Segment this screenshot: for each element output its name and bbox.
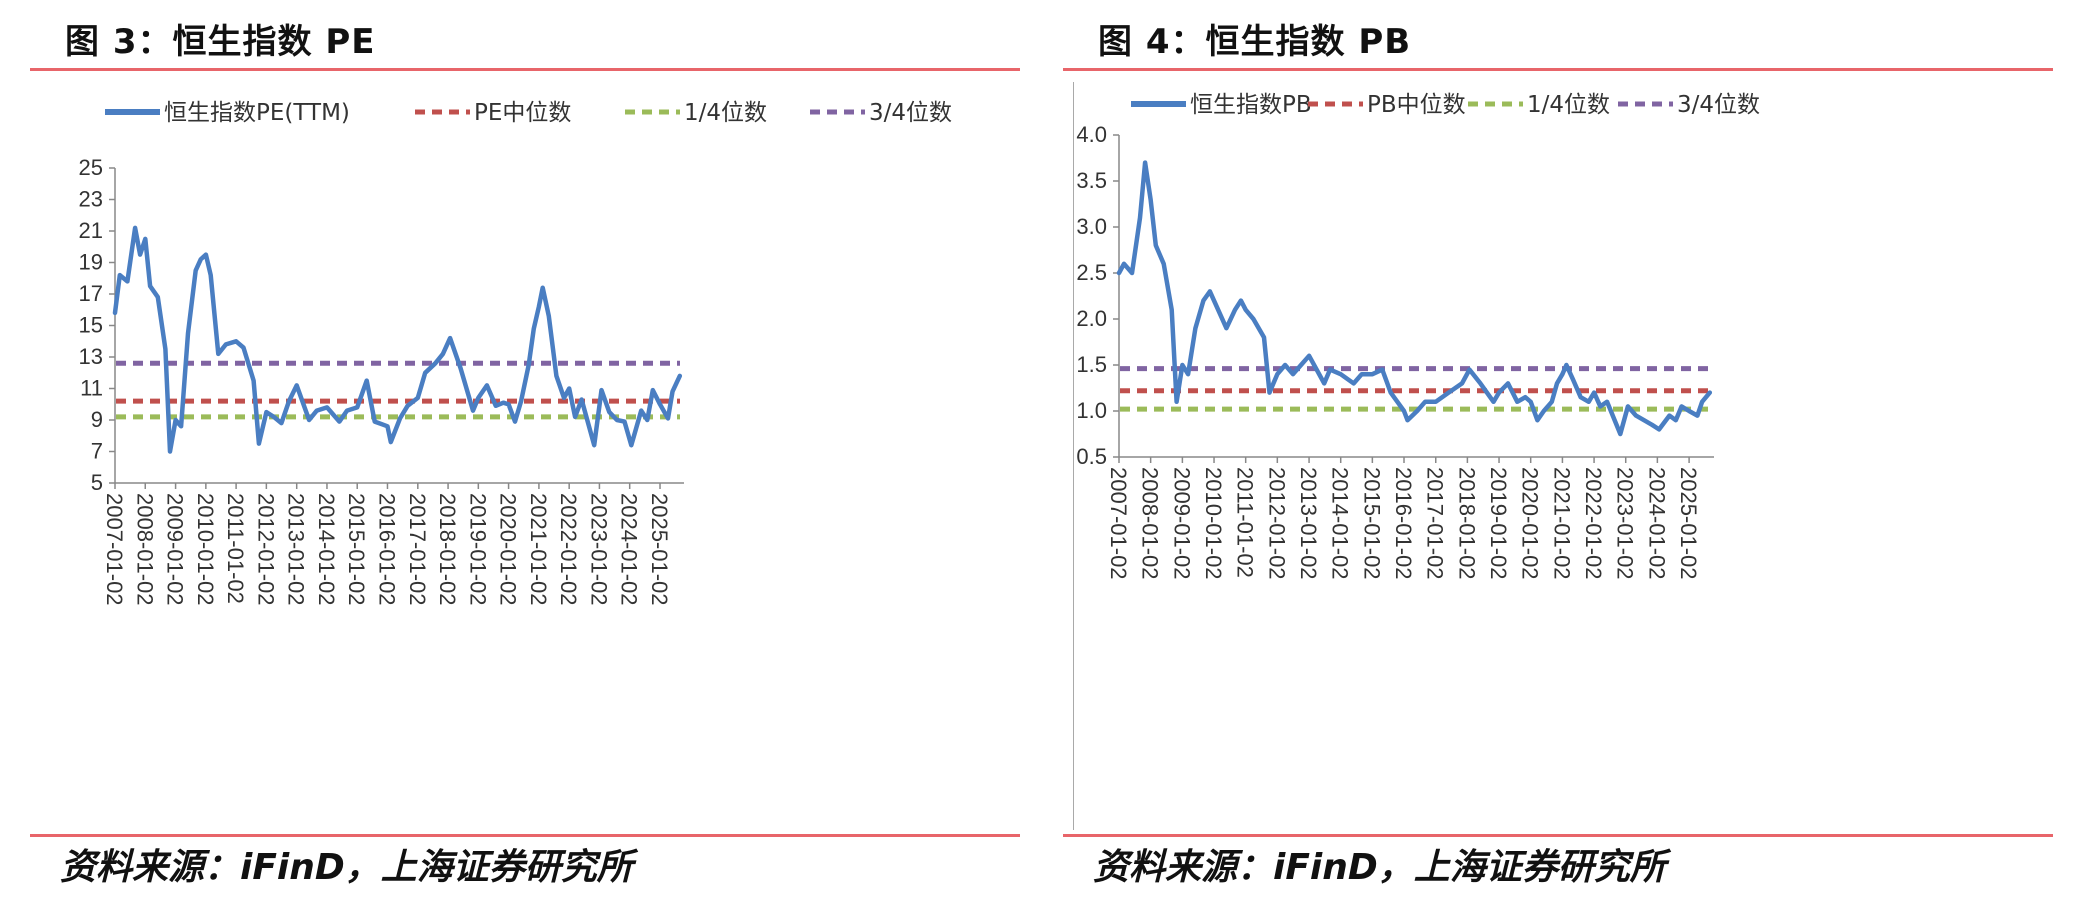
title-rule [1063,68,2053,71]
x-tick-label: 2023-01-02 [1613,467,1638,580]
x-tick-label: 2020-01-02 [496,493,521,606]
x-tick-label: 2013-01-02 [1296,467,1321,580]
x-tick-label: 2017-01-02 [1423,467,1448,580]
legend-item: 3/4位数 [1618,92,1760,118]
x-tick-label: 2017-01-02 [405,493,430,606]
x-tick-label: 2015-01-02 [1359,467,1384,580]
legend-item: 3/4位数 [810,100,952,126]
y-tick-label: 0.5 [1076,444,1107,469]
panel-border [1073,82,1074,830]
x-tick-label: 2021-01-02 [1549,467,1574,580]
legend-label: 1/4位数 [684,100,767,126]
y-tick-label: 25 [79,155,103,180]
x-tick-label: 2023-01-02 [586,493,611,606]
x-tick-label: 2007-01-02 [102,493,127,606]
x-tick-label: 2018-01-02 [435,493,460,606]
legend-item: PE中位数 [415,100,571,126]
x-tick-label: 2011-01-02 [1233,467,1258,578]
x-tick-label: 2010-01-02 [1201,467,1226,580]
x-tick-label: 2016-01-02 [374,493,399,606]
x-tick-label: 2009-01-02 [1169,467,1194,580]
legend-label: 恒生指数PE(TTM) [164,100,350,126]
x-tick-label: 2011-01-02 [223,493,248,604]
x-tick-label: 2014-01-02 [314,493,339,606]
x-tick-label: 2025-01-02 [1676,467,1701,580]
y-tick-label: 23 [79,187,103,212]
x-tick-label: 2019-01-02 [465,493,490,606]
source-note: 资料来源：iFinD，上海证券研究所 [60,847,633,888]
legend-item: 1/4位数 [1468,92,1610,118]
x-tick-label: 2020-01-02 [1518,467,1543,580]
y-tick-label: 19 [79,250,103,275]
y-tick-label: 13 [79,344,103,369]
series-line [112,225,683,454]
legend-label: 恒生指数PB [1190,92,1312,118]
x-tick-label: 2019-01-02 [1486,467,1511,580]
legend-item: PB中位数 [1308,92,1466,118]
y-tick-label: 7 [91,439,103,464]
figure-pe: 图 3：恒生指数 PE 恒生指数PE(TTM) PE中位数 1/4位数 3/4位数 5 7… [30,0,1020,900]
pe-chart: 恒生指数PE(TTM) PE中位数 1/4位数 3/4位数 5 7 9 11 13 15 17 19 2… [79,100,953,606]
x-tick-label: 2008-01-02 [132,493,157,606]
figure-title: 图 4：恒生指数 PB [1098,22,1412,62]
x-tick-label: 2008-01-02 [1138,467,1163,580]
y-tick-label: 1.0 [1076,398,1107,423]
x-tick-label: 2024-01-02 [617,493,642,606]
y-tick-label: 2.5 [1076,260,1107,285]
series-line [1116,160,1713,437]
legend-label: 1/4位数 [1527,92,1610,118]
figure-title: 图 3：恒生指数 PE [65,22,376,62]
legend-item: 恒生指数PB [1131,92,1312,118]
title-rule [30,68,1020,71]
source-rule [1063,834,2053,837]
y-tick-label: 1.5 [1076,352,1107,377]
figure-pb: 图 4：恒生指数 PB 恒生指数PB PB中位数 1/4位数 3/4位数 0.5 1.0 1… [1063,0,2053,900]
legend-label: PE中位数 [474,100,571,126]
x-tick-label: 2024-01-02 [1644,467,1669,580]
y-tick-label: 17 [79,281,103,306]
x-tick-label: 2025-01-02 [647,493,672,606]
x-tick-label: 2015-01-02 [344,493,369,606]
y-tick-label: 3.5 [1076,168,1107,193]
x-tick-label: 2009-01-02 [163,493,188,606]
x-tick-label: 2014-01-02 [1328,467,1353,580]
legend-item: 1/4位数 [625,100,767,126]
y-tick-label: 11 [80,376,103,401]
x-tick-label: 2018-01-02 [1454,467,1479,580]
x-tick-label: 2010-01-02 [193,493,218,606]
x-tick-label: 2012-01-02 [1264,467,1289,580]
x-tick-label: 2022-01-02 [1581,467,1606,580]
x-tick-label: 2007-01-02 [1106,467,1131,580]
legend-label: 3/4位数 [1677,92,1760,118]
y-tick-label: 5 [91,470,103,495]
legend-label: 3/4位数 [869,100,952,126]
y-tick-label: 21 [79,218,103,243]
legend-item: 恒生指数PE(TTM) [105,100,350,126]
legend-label: PB中位数 [1367,92,1466,118]
y-tick-label: 15 [79,313,103,338]
y-tick-label: 4.0 [1076,122,1107,147]
y-tick-label: 3.0 [1076,214,1107,239]
y-tick-label: 9 [91,407,103,432]
x-tick-label: 2021-01-02 [526,493,551,606]
y-tick-label: 2.0 [1076,306,1107,331]
x-tick-label: 2022-01-02 [556,493,581,606]
x-tick-label: 2013-01-02 [284,493,309,606]
x-tick-label: 2016-01-02 [1391,467,1416,580]
x-tick-label: 2012-01-02 [253,493,278,606]
source-note: 资料来源：iFinD，上海证券研究所 [1093,847,1666,888]
pb-chart: 恒生指数PB PB中位数 1/4位数 3/4位数 0.5 1.0 1.5 2.0 2.5 3.0 3… [1076,92,1760,580]
source-rule [30,834,1020,837]
